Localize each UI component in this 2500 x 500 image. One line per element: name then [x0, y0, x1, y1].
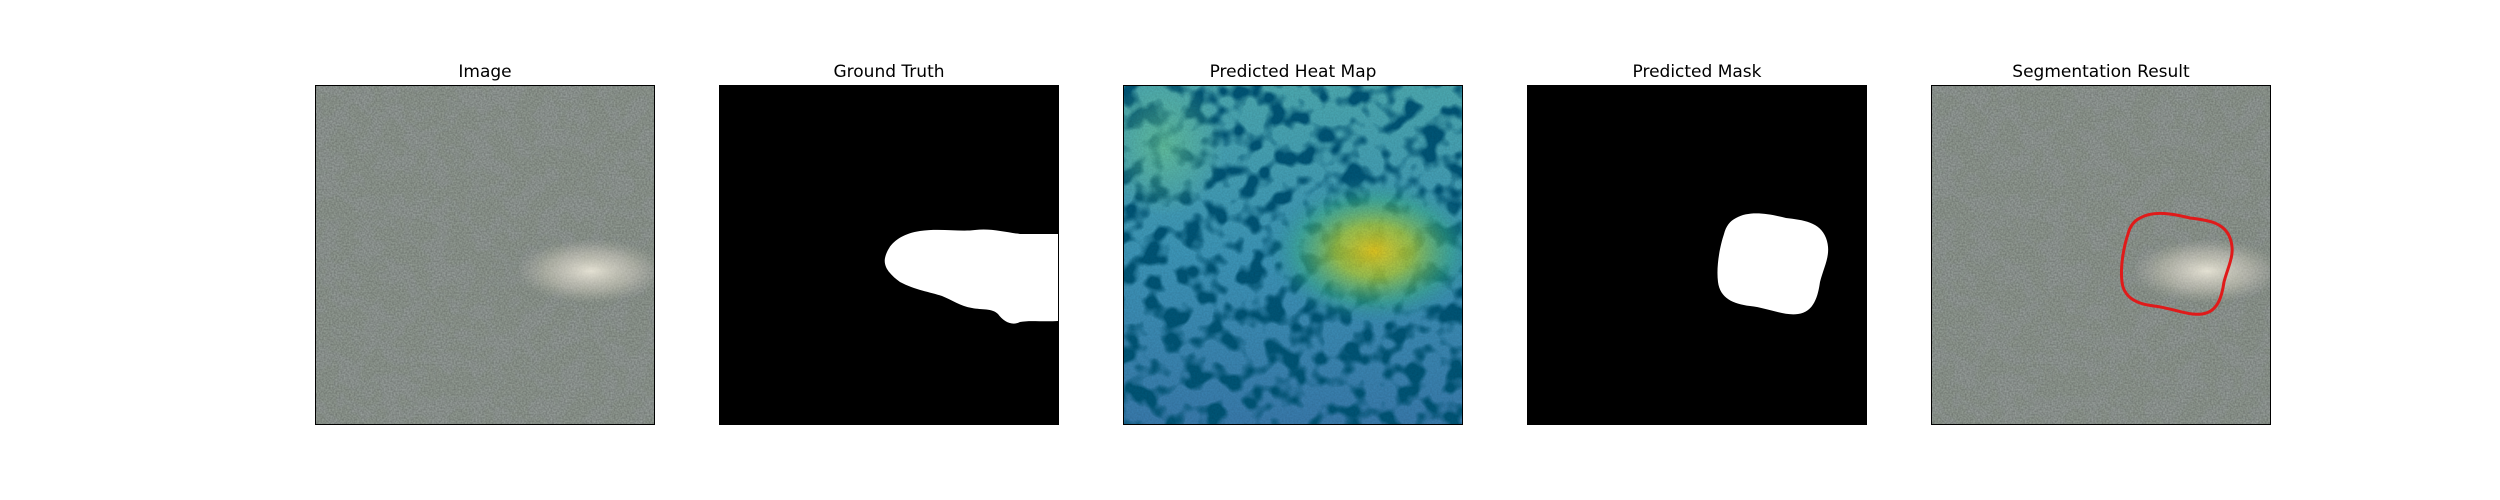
segmentation-result-graphic [1932, 86, 2270, 424]
ground-truth-mask [719, 85, 1059, 425]
defect-region [516, 239, 654, 303]
panel-title: Image [458, 62, 512, 82]
heat-map-graphic [1124, 86, 1462, 424]
predicted-mask-graphic [1528, 86, 1866, 424]
ground-truth-mask-graphic [720, 86, 1058, 424]
heat-map-image [1123, 85, 1463, 425]
predicted-region [1717, 213, 1829, 315]
texture-image [315, 85, 655, 425]
segmentation-result-image [1931, 85, 2271, 425]
panel-title: Predicted Mask [1632, 62, 1762, 82]
segmentation-contour [2120, 211, 2234, 316]
panel-title: Ground Truth [833, 62, 945, 82]
panel-title: Segmentation Result [2012, 62, 2190, 82]
ground-truth-region [884, 229, 1058, 324]
texture-image-graphic [316, 86, 654, 424]
predicted-mask [1527, 85, 1867, 425]
panel-title: Predicted Heat Map [1209, 62, 1377, 82]
